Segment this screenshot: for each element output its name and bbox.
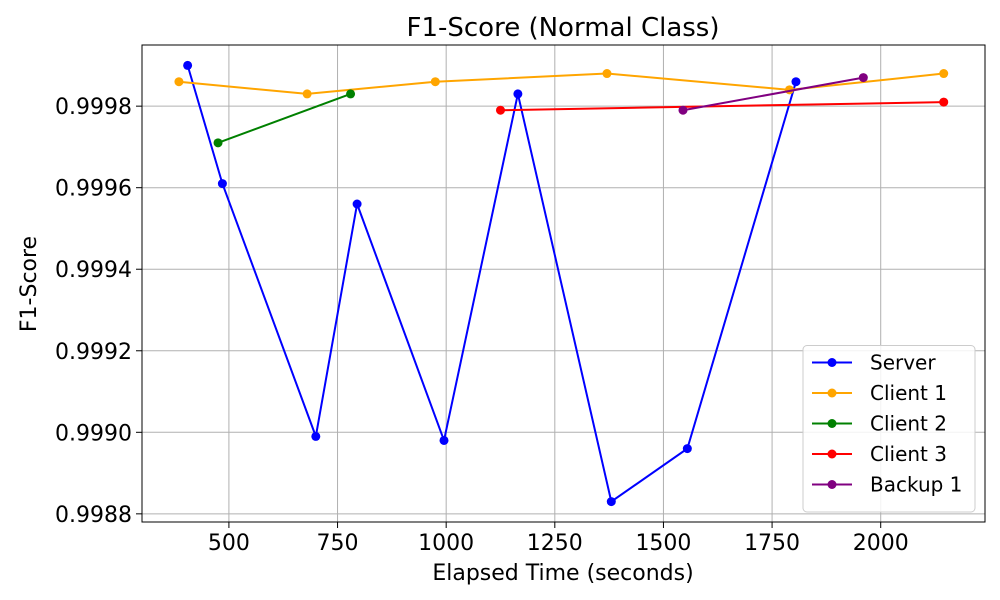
data-point [939, 97, 949, 107]
series-layer [174, 60, 949, 507]
legend-item: Client 2 [812, 412, 947, 436]
data-point [602, 69, 612, 79]
x-tick-label: 1250 [527, 531, 583, 556]
x-tick-label: 500 [208, 531, 250, 556]
y-tick-label: 0.9996 [55, 177, 132, 202]
legend-label: Server [870, 351, 936, 375]
y-tick-label: 0.9992 [55, 340, 132, 365]
data-point [217, 179, 227, 189]
legend: Server Client 1 Client 2 Client 3 Backup 1 [802, 345, 976, 513]
y-axis: 0.9988 0.9990 0.9992 0.9994 0.9996 0.9998 [55, 95, 142, 528]
x-axis: 500 750 1000 1250 1500 1750 2000 [208, 522, 909, 556]
data-point [183, 60, 193, 70]
data-point [858, 73, 868, 83]
legend-label: Client 1 [870, 381, 947, 405]
data-point [346, 89, 356, 99]
data-point [213, 138, 223, 148]
legend-label: Backup 1 [870, 473, 962, 497]
series-client-2 [213, 89, 356, 148]
y-axis-title: F1-Score [17, 236, 42, 332]
series-line [500, 101, 944, 112]
data-point [311, 431, 321, 441]
y-tick-label: 0.9990 [55, 421, 132, 446]
legend-label: Client 2 [870, 412, 947, 436]
legend-item: Backup 1 [812, 473, 962, 497]
legend-marker [827, 480, 837, 489]
data-point [791, 77, 801, 87]
data-point [302, 89, 312, 99]
legend-marker [827, 358, 837, 367]
legend-marker [827, 449, 837, 459]
series-line [682, 76, 864, 112]
data-point [678, 105, 688, 115]
data-point [606, 497, 616, 507]
x-axis-title: Elapsed Time (seconds) [432, 561, 693, 586]
data-point [439, 435, 449, 445]
series-client-3 [495, 97, 949, 115]
legend-marker [827, 388, 837, 398]
y-tick-label: 0.9988 [55, 503, 132, 528]
data-point [495, 105, 505, 115]
x-tick-label: 1500 [635, 531, 691, 556]
data-point [513, 89, 523, 99]
series-backup-1 [678, 73, 868, 115]
legend-label: Client 3 [870, 442, 947, 466]
y-tick-label: 0.9994 [55, 258, 132, 283]
y-tick-label: 0.9998 [55, 95, 132, 120]
data-point [352, 199, 362, 209]
legend-marker [827, 419, 837, 428]
legend-item: Client 1 [812, 381, 947, 405]
data-point [174, 77, 184, 87]
legend-item: Client 3 [812, 442, 947, 466]
data-point [682, 444, 692, 454]
series-line [217, 92, 351, 144]
legend-box [802, 345, 976, 513]
data-point [939, 69, 949, 79]
plot-frame [141, 44, 986, 523]
x-tick-label: 1750 [744, 531, 800, 556]
chart-title: F1-Score (Normal Class) [407, 13, 720, 43]
legend-item: Server [812, 351, 936, 375]
x-tick-label: 750 [317, 531, 359, 556]
series-server [183, 60, 801, 507]
data-point [430, 77, 440, 87]
x-tick-label: 1000 [418, 531, 474, 556]
x-tick-label: 2000 [853, 531, 909, 556]
